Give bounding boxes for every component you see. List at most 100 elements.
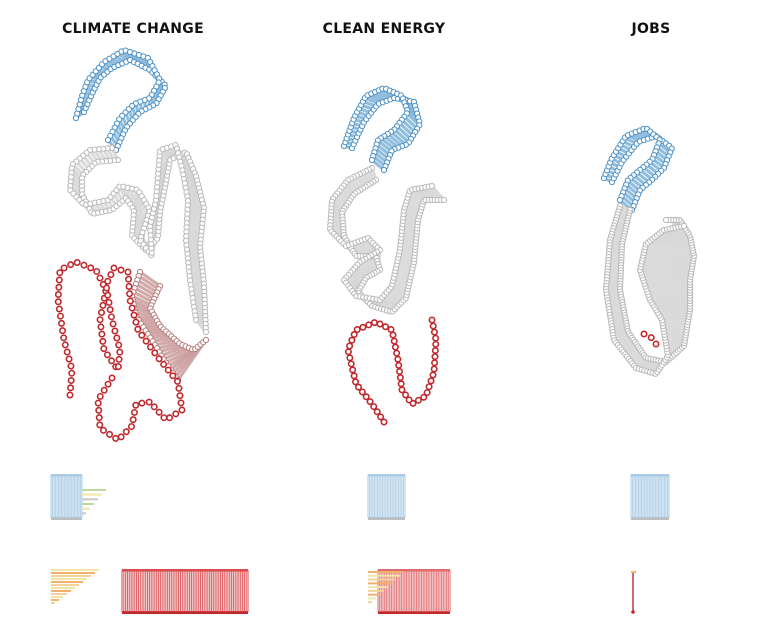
climate-red-point — [60, 264, 68, 272]
climate-rose-link — [135, 282, 157, 298]
energy-blue-link — [386, 132, 404, 148]
energy-red-point — [429, 371, 437, 379]
energy-red-point — [353, 326, 361, 334]
jobs-gray-link — [652, 233, 690, 241]
climate-red-point — [169, 372, 177, 380]
panel-climate-change — [50, 47, 249, 614]
jobs-gray-link — [664, 328, 687, 337]
jobs-gray-link — [643, 275, 691, 283]
energy-red-point — [414, 396, 422, 404]
climate-red-point — [117, 266, 125, 274]
jobs-gray-link — [645, 280, 691, 289]
climate-red-point — [113, 334, 121, 342]
jobs-gray-link — [641, 257, 694, 264]
jobs-red-point — [640, 330, 648, 338]
jobs-gray-link — [656, 304, 691, 312]
climate-red-point — [112, 434, 120, 442]
climate-red-point — [122, 428, 130, 436]
jobs-gray-link — [665, 333, 687, 343]
jobs-red-bar-end — [631, 610, 635, 614]
climate-red-point — [99, 301, 107, 309]
climate-red-point — [106, 306, 114, 314]
climate-red-point — [67, 384, 75, 392]
energy-red-point — [382, 323, 390, 331]
climate-red-point — [104, 277, 112, 285]
jobs-gray-point — [680, 222, 688, 230]
energy-red-point — [390, 337, 398, 345]
climate-rose-point — [202, 336, 210, 344]
climate-red-point — [58, 319, 66, 327]
climate-red-point — [166, 414, 174, 422]
climate-red-point — [96, 274, 104, 282]
jobs-gray-point — [662, 216, 670, 224]
energy-red-point — [396, 368, 404, 376]
jobs-blue-bars-baseline — [631, 517, 669, 520]
jobs-gray-link — [642, 254, 695, 261]
energy-red-point — [354, 383, 362, 391]
climate-rose-link — [162, 346, 190, 361]
jobs-gray-link — [657, 307, 691, 315]
jobs-gray-link — [640, 267, 692, 275]
climate-red-point — [96, 316, 104, 324]
energy-red-point — [430, 365, 438, 373]
jobs-gray-link — [659, 310, 690, 317]
jobs-gray-link — [665, 336, 686, 345]
energy-red-point — [359, 323, 367, 331]
jobs-gray-link — [647, 238, 691, 245]
climate-red-point — [54, 298, 62, 306]
climate-red-point — [116, 348, 124, 356]
climate-red-bars-baseline — [122, 611, 248, 614]
climate-red-point — [59, 327, 67, 335]
climate-red-point — [114, 363, 122, 371]
climate-red-point — [175, 384, 183, 392]
energy-red-point — [391, 343, 399, 351]
jobs-gray-link — [660, 312, 690, 320]
climate-red-point — [67, 362, 75, 370]
climate-red-point — [61, 341, 69, 349]
energy-red-point — [389, 331, 397, 339]
climate-red-point — [151, 349, 159, 357]
jobs-blue-bars-topline — [631, 474, 669, 477]
climate-gray-point — [202, 328, 210, 336]
energy-red-point — [347, 360, 355, 368]
energy-red-point — [423, 389, 431, 397]
climate-red-bars-topline — [122, 569, 248, 572]
climate-red-point — [55, 283, 63, 291]
energy-blue-link — [393, 128, 410, 144]
jobs-gray-link — [662, 317, 689, 325]
climate-blue-point — [104, 136, 112, 144]
jobs-gray-link — [662, 320, 689, 328]
climate-red-point — [73, 258, 81, 266]
energy-red-point — [420, 393, 428, 401]
energy-red-point — [373, 408, 381, 416]
energy-red-point — [344, 348, 352, 356]
energy-red-point — [395, 361, 403, 369]
jobs-gray-link — [643, 251, 694, 258]
climate-red-point — [155, 355, 163, 363]
climate-red-point — [60, 334, 68, 342]
climate-red-point — [111, 327, 119, 335]
climate-rose-link — [139, 270, 161, 288]
climate-rose-link — [132, 298, 151, 310]
energy-blue-link — [395, 125, 413, 141]
climate-red-point — [67, 376, 75, 384]
jobs-gray-link — [663, 323, 688, 331]
climate-red-point — [104, 291, 112, 299]
climate-red-point — [126, 290, 134, 298]
panel-clean-energy — [326, 85, 451, 614]
climate-red-point — [129, 416, 137, 424]
jobs-gray-link — [648, 288, 691, 297]
energy-gray-link — [386, 290, 407, 297]
energy-red-point — [427, 377, 435, 385]
jobs-gray-link — [650, 294, 691, 302]
climate-red-point — [155, 408, 163, 416]
jobs-gray-link — [644, 246, 693, 252]
climate-rose-link — [165, 347, 193, 365]
climate-red-point — [106, 430, 114, 438]
climate-red-point — [145, 398, 153, 406]
jobs-gray-link — [644, 278, 691, 286]
energy-red-point — [349, 366, 357, 374]
climate-red-point — [94, 399, 102, 407]
jobs-gray-link — [645, 241, 692, 247]
climate-red-point — [134, 325, 142, 333]
